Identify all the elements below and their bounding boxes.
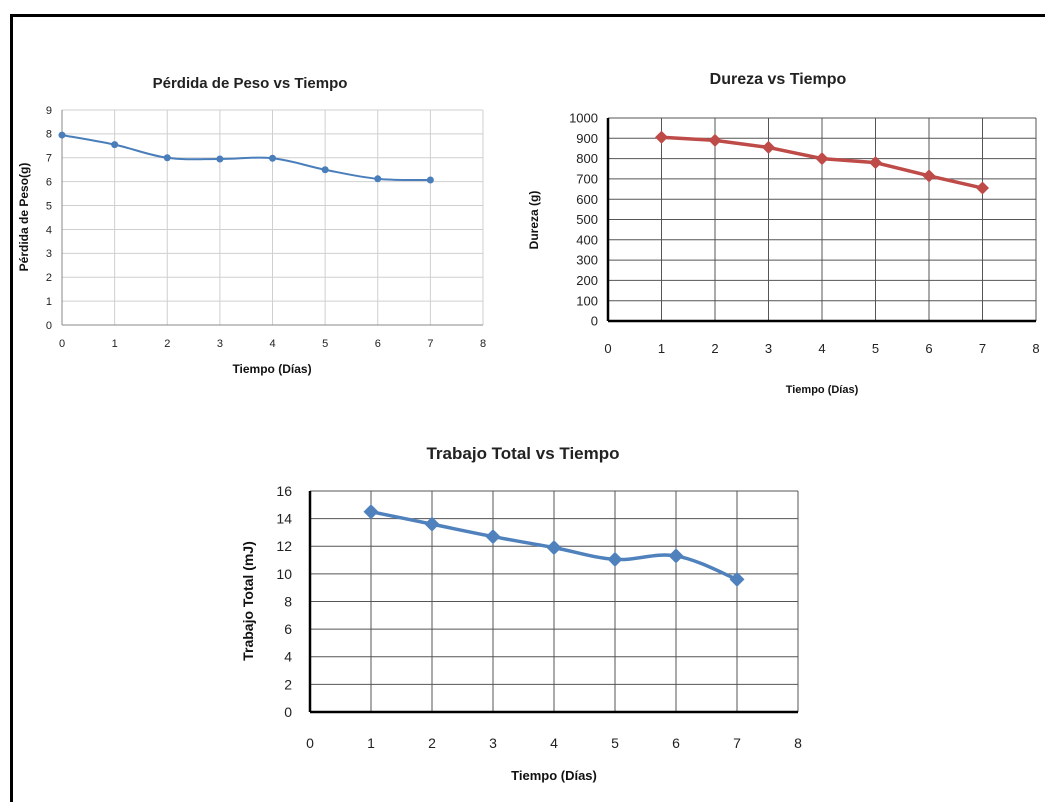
y-tick-label: 2 xyxy=(46,272,52,284)
chart-title: Pérdida de Peso vs Tiempo xyxy=(153,75,348,92)
figure-frame xyxy=(10,14,1045,802)
data-point xyxy=(485,529,501,545)
x-tick-label: 4 xyxy=(818,341,825,356)
y-tick-label: 700 xyxy=(576,171,598,186)
x-tick-label: 3 xyxy=(489,735,497,751)
data-point xyxy=(363,504,379,520)
y-tick-label: 4 xyxy=(284,649,292,665)
y-tick-label: 3 xyxy=(46,248,52,260)
y-tick-label: 8 xyxy=(284,593,292,609)
x-tick-label: 0 xyxy=(59,338,65,350)
x-tick-label: 8 xyxy=(480,338,486,350)
x-tick-label: 0 xyxy=(306,735,314,751)
y-tick-label: 600 xyxy=(576,192,598,207)
x-tick-label: 0 xyxy=(604,341,611,356)
y-tick-label: 2 xyxy=(284,676,292,692)
data-point xyxy=(321,166,329,174)
x-tick-label: 4 xyxy=(269,338,275,350)
x-tick-label: 2 xyxy=(164,338,170,350)
x-tick-label: 5 xyxy=(872,341,879,356)
x-tick-label: 6 xyxy=(672,735,680,751)
data-point xyxy=(708,133,722,147)
y-tick-label: 0 xyxy=(284,704,292,720)
data-point xyxy=(922,169,936,183)
x-tick-label: 1 xyxy=(112,338,118,350)
x-tick-label: 5 xyxy=(322,338,328,350)
x-tick-label: 8 xyxy=(1032,341,1039,356)
data-point xyxy=(58,131,66,139)
y-tick-label: 0 xyxy=(591,314,598,329)
y-tick-label: 500 xyxy=(576,212,598,227)
x-tick-label: 1 xyxy=(367,735,375,751)
x-tick-label: 5 xyxy=(611,735,619,751)
data-point xyxy=(976,181,989,195)
y-tick-label: 14 xyxy=(276,511,292,527)
data-point xyxy=(655,130,668,144)
x-axis-label: Tiempo (Días) xyxy=(232,362,311,376)
data-point xyxy=(424,516,440,532)
x-tick-label: 3 xyxy=(765,341,772,356)
y-tick-label: 900 xyxy=(576,131,598,146)
series-line xyxy=(61,134,431,182)
y-tick-label: 100 xyxy=(576,293,598,308)
y-tick-label: 4 xyxy=(46,224,52,236)
data-point xyxy=(546,540,562,556)
x-tick-label: 1 xyxy=(658,341,665,356)
x-tick-label: 7 xyxy=(979,341,986,356)
x-tick-label: 2 xyxy=(711,341,718,356)
data-point xyxy=(269,154,276,162)
y-tick-label: 5 xyxy=(46,200,52,212)
x-tick-label: 2 xyxy=(428,735,436,751)
y-axis-label: Trabajo Total (mJ) xyxy=(240,541,256,661)
data-point xyxy=(163,154,171,162)
data-point xyxy=(668,548,684,564)
x-tick-label: 6 xyxy=(375,338,381,350)
y-tick-label: 6 xyxy=(46,177,52,189)
y-axis-label: Dureza (g) xyxy=(527,191,541,250)
data-point xyxy=(426,176,434,184)
y-tick-label: 1 xyxy=(46,296,52,308)
y-tick-label: 300 xyxy=(576,253,598,268)
data-point xyxy=(111,141,119,149)
data-point xyxy=(815,152,829,166)
chart-title: Dureza vs Tiempo xyxy=(710,71,847,88)
x-tick-label: 8 xyxy=(794,735,802,751)
y-tick-label: 8 xyxy=(46,129,52,141)
y-tick-label: 800 xyxy=(576,151,598,166)
x-tick-label: 4 xyxy=(550,735,558,751)
data-point xyxy=(216,155,224,163)
y-tick-label: 200 xyxy=(576,273,598,288)
x-tick-label: 3 xyxy=(217,338,223,350)
y-tick-label: 7 xyxy=(46,153,52,165)
data-point xyxy=(762,140,775,154)
x-tick-label: 7 xyxy=(427,338,433,350)
chart-title: Trabajo Total vs Tiempo xyxy=(426,444,619,463)
y-tick-label: 0 xyxy=(46,320,52,332)
x-axis-label: Tiempo (Días) xyxy=(786,384,859,396)
y-tick-label: 1000 xyxy=(569,111,598,126)
y-tick-label: 16 xyxy=(276,483,292,499)
data-point xyxy=(729,571,745,587)
y-tick-label: 9 xyxy=(46,105,52,117)
y-tick-label: 12 xyxy=(276,538,292,554)
data-point xyxy=(374,175,382,183)
y-tick-label: 6 xyxy=(284,621,292,637)
y-axis-label: Pérdida de Peso(g) xyxy=(17,163,31,272)
x-tick-label: 7 xyxy=(733,735,741,751)
x-tick-label: 6 xyxy=(925,341,932,356)
data-point xyxy=(869,156,882,170)
data-point xyxy=(607,551,623,567)
y-tick-label: 10 xyxy=(276,566,292,582)
y-tick-label: 400 xyxy=(576,232,598,247)
x-axis-label: Tiempo (Días) xyxy=(511,768,597,783)
